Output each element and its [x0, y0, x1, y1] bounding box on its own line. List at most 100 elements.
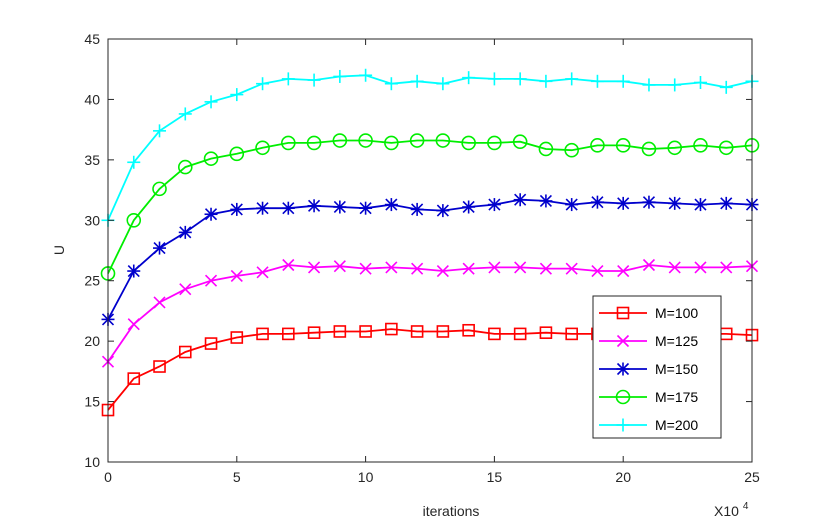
data-point-m-200	[178, 107, 192, 121]
data-point-m-175	[306, 135, 322, 151]
data-point-m-150	[127, 264, 141, 278]
data-point-m-200	[616, 74, 630, 88]
data-point-m-200	[359, 68, 373, 82]
legend-box	[592, 295, 722, 439]
y-tick-label: 10	[84, 454, 100, 470]
data-point-m-125-stroke-b	[411, 262, 424, 275]
data-point-m-150	[230, 202, 244, 216]
x-tick-label: 10	[358, 469, 374, 485]
data-point-m-125-stroke-b	[333, 260, 346, 273]
legend-label: M=175	[655, 389, 698, 405]
data-point-m-125	[436, 264, 449, 278]
data-point-m-100	[256, 327, 269, 341]
data-point-m-150	[153, 241, 167, 255]
data-point-m-150-stroke-d	[462, 200, 475, 214]
x-axis-multiplier: X10 4	[714, 501, 749, 519]
data-point-m-125	[720, 261, 733, 274]
y-tick-label: 35	[84, 152, 100, 168]
data-point-m-150	[668, 196, 682, 210]
data-point-m-200	[513, 72, 527, 86]
data-point-m-100	[565, 327, 578, 341]
data-point-m-200	[230, 88, 244, 102]
data-point-m-200	[487, 72, 501, 86]
data-point-m-125-stroke-b	[642, 258, 656, 272]
data-point-m-175	[358, 133, 373, 148]
data-point-m-125	[308, 261, 321, 274]
data-point-m-125-stroke-b	[385, 261, 398, 274]
data-point-m-125-stroke-b	[308, 261, 321, 274]
data-point-m-175	[229, 146, 245, 162]
data-point-m-125-stroke-b	[514, 261, 527, 274]
data-point-m-200	[719, 80, 733, 94]
data-point-m-100	[127, 372, 141, 385]
data-point-m-175	[641, 141, 657, 157]
data-point-m-150	[616, 196, 630, 210]
data-point-m-200	[127, 155, 141, 169]
data-point-m-100-shape	[127, 372, 141, 385]
data-point-m-100	[513, 327, 527, 341]
data-point-m-150-stroke-d	[385, 198, 398, 211]
data-point-m-150-stroke-d	[436, 204, 449, 217]
data-point-m-175	[564, 142, 579, 158]
data-point-m-150-stroke-d	[179, 226, 192, 239]
data-point-m-100	[204, 337, 218, 350]
data-point-m-100-shape	[462, 323, 475, 337]
data-point-m-175-shape	[384, 135, 399, 151]
data-point-m-125	[282, 258, 295, 272]
data-point-m-100-shape	[359, 325, 372, 338]
series-m-150	[101, 193, 759, 326]
legend-marker	[616, 418, 630, 432]
series-layer	[100, 68, 760, 417]
data-point-m-175-shape	[255, 140, 270, 156]
series-m-200	[101, 68, 759, 227]
data-point-m-125	[333, 260, 346, 273]
data-point-m-100	[488, 327, 501, 341]
legend-marker-stroke-d	[616, 362, 630, 376]
data-point-m-150-stroke-d	[539, 194, 552, 208]
data-point-m-125-stroke-b	[720, 261, 733, 274]
data-point-m-125	[565, 262, 578, 275]
legend-item-m-125: M=125	[599, 333, 698, 349]
data-point-m-100-shape	[436, 325, 450, 338]
data-point-m-175	[152, 181, 167, 197]
data-point-m-200	[565, 72, 579, 86]
legend-label: M=200	[655, 417, 698, 433]
data-point-m-100-shape	[565, 327, 578, 341]
data-point-m-175-shape	[641, 141, 657, 157]
data-point-m-125	[230, 269, 243, 282]
data-point-m-150-stroke-d	[514, 193, 527, 206]
data-point-m-175	[409, 133, 425, 148]
data-point-m-125-stroke-b	[462, 262, 475, 275]
data-point-m-150-stroke-d	[308, 199, 321, 212]
data-point-m-175-shape	[409, 133, 425, 148]
data-point-m-200	[410, 74, 424, 88]
data-point-m-150-stroke-d	[127, 264, 140, 278]
data-point-m-175-shape	[152, 181, 167, 197]
data-point-m-150	[513, 193, 527, 207]
data-point-m-100-shape	[178, 345, 192, 359]
data-point-m-100	[359, 325, 372, 338]
data-point-m-175	[435, 133, 451, 148]
data-point-m-175-shape	[487, 135, 502, 151]
x-axis-label: iterations	[423, 503, 480, 519]
data-point-m-175	[281, 135, 296, 151]
data-point-m-100	[462, 323, 475, 337]
data-point-m-150	[178, 225, 192, 239]
data-point-m-100	[333, 325, 347, 338]
legend-marker	[616, 306, 630, 320]
data-point-m-200	[307, 73, 321, 87]
data-point-m-175	[718, 140, 734, 156]
legend-item-m-200: M=200	[599, 417, 698, 433]
data-point-m-125-stroke-b	[230, 269, 243, 282]
y-tick-label: 45	[84, 31, 100, 47]
data-point-m-150	[719, 196, 733, 210]
legend-label: M=125	[655, 333, 698, 349]
data-point-m-150-stroke-d	[617, 197, 630, 210]
data-point-m-150-stroke-d	[720, 197, 733, 210]
data-point-m-125	[617, 264, 630, 278]
data-point-m-150-stroke-d	[359, 202, 372, 215]
data-point-m-175-shape	[512, 134, 528, 150]
series-line-m-125	[107, 264, 753, 363]
data-point-m-175-shape	[667, 140, 683, 156]
